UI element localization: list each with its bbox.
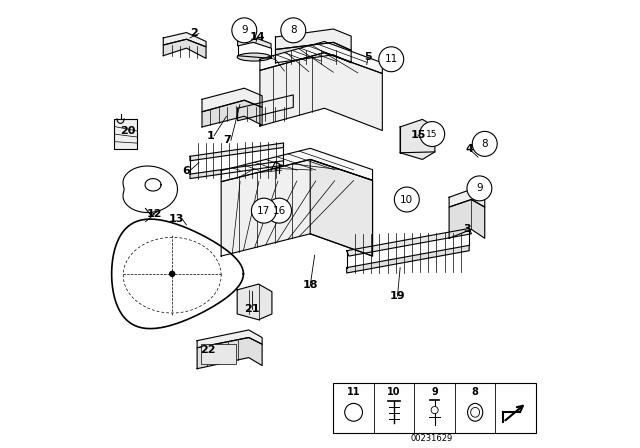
Text: 00231629: 00231629 [410, 434, 452, 443]
Polygon shape [347, 246, 469, 273]
Polygon shape [111, 219, 243, 329]
Polygon shape [237, 37, 271, 48]
Circle shape [267, 198, 291, 223]
Bar [115, 119, 138, 149]
Circle shape [467, 176, 492, 201]
Circle shape [170, 271, 175, 276]
Polygon shape [260, 42, 382, 73]
Polygon shape [197, 337, 262, 369]
Ellipse shape [237, 53, 271, 61]
Polygon shape [163, 39, 206, 58]
Ellipse shape [470, 407, 479, 417]
Circle shape [252, 198, 276, 223]
Polygon shape [310, 159, 372, 256]
Text: 22: 22 [200, 345, 216, 354]
Text: 4: 4 [466, 144, 474, 154]
Polygon shape [190, 161, 284, 179]
Text: 10: 10 [387, 388, 401, 397]
Text: 8: 8 [472, 388, 479, 397]
Polygon shape [221, 159, 372, 256]
Circle shape [394, 187, 419, 212]
Text: 8: 8 [481, 139, 488, 149]
Text: 1: 1 [207, 131, 214, 141]
Text: 15: 15 [410, 130, 426, 140]
Polygon shape [275, 43, 351, 63]
Text: 11: 11 [347, 388, 360, 397]
Polygon shape [275, 29, 351, 50]
Polygon shape [190, 143, 284, 161]
Circle shape [345, 403, 362, 421]
Text: 19: 19 [390, 291, 405, 301]
Text: 6: 6 [182, 166, 190, 176]
Polygon shape [221, 148, 372, 182]
Circle shape [472, 131, 497, 156]
Text: 7: 7 [223, 135, 231, 145]
Bar [333, 383, 536, 433]
Bar [201, 344, 236, 364]
Circle shape [232, 18, 257, 43]
Text: 20: 20 [120, 125, 135, 135]
Polygon shape [237, 95, 293, 121]
Polygon shape [449, 199, 484, 238]
Text: 18: 18 [303, 280, 318, 290]
Polygon shape [449, 189, 484, 207]
Text: 16: 16 [273, 206, 285, 215]
Text: 9: 9 [241, 26, 248, 35]
Text: 14: 14 [250, 32, 266, 42]
Circle shape [431, 406, 438, 414]
Text: 21: 21 [244, 304, 260, 314]
Text: 11: 11 [385, 54, 398, 64]
Text: 5: 5 [364, 52, 372, 62]
Polygon shape [260, 52, 382, 130]
Text: 8: 8 [290, 26, 296, 35]
Polygon shape [202, 100, 262, 127]
Text: 13: 13 [169, 214, 184, 224]
Circle shape [281, 18, 306, 43]
Polygon shape [400, 119, 435, 159]
Ellipse shape [468, 403, 483, 421]
Text: 3: 3 [463, 224, 471, 234]
Polygon shape [163, 33, 206, 47]
Text: 2: 2 [191, 28, 198, 39]
Circle shape [420, 121, 445, 146]
Polygon shape [202, 88, 262, 112]
Polygon shape [347, 228, 472, 256]
Polygon shape [237, 284, 272, 320]
Circle shape [379, 47, 404, 72]
Text: 12: 12 [147, 209, 162, 219]
Text: 9: 9 [476, 183, 483, 194]
Text: 15: 15 [426, 129, 438, 138]
Polygon shape [197, 330, 262, 348]
Text: 9: 9 [431, 388, 438, 397]
Text: 10: 10 [400, 194, 413, 205]
Text: 17: 17 [257, 206, 271, 215]
